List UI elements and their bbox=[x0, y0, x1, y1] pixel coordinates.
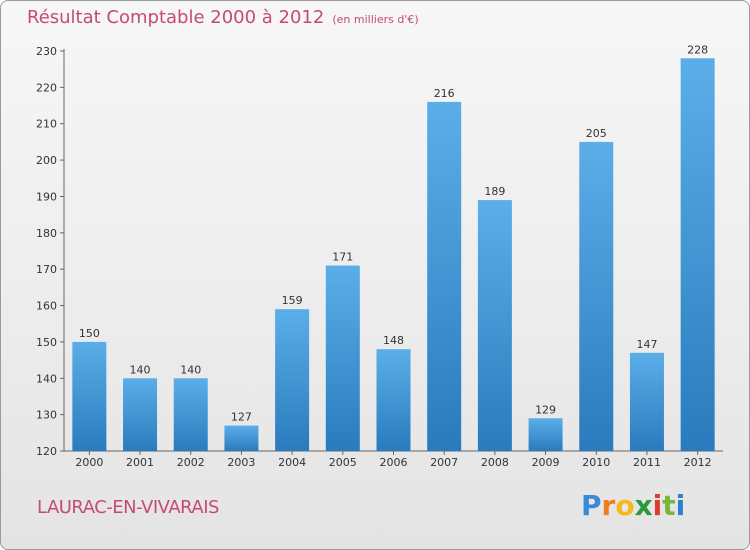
bar-2010 bbox=[579, 141, 614, 451]
x-tick-label: 2001 bbox=[126, 456, 154, 469]
bar-2008 bbox=[477, 200, 512, 451]
data-label: 127 bbox=[231, 411, 252, 424]
x-tick-label: 2002 bbox=[177, 456, 205, 469]
bar-chart: 120 130 140 150 160 170 180 190 200 210 220 230 200… bbox=[36, 43, 723, 469]
x-tick-label: 2000 bbox=[75, 456, 103, 469]
bar-2001 bbox=[123, 378, 158, 451]
data-label: 216 bbox=[434, 87, 455, 100]
x-tick-label: 2011 bbox=[633, 456, 661, 469]
proxiti-logo[interactable]: Proxiti bbox=[581, 489, 686, 522]
y-tick-label: 180 bbox=[36, 227, 57, 240]
y-tick-label: 150 bbox=[36, 336, 57, 349]
y-tick-label: 220 bbox=[36, 81, 57, 94]
data-label: 171 bbox=[332, 251, 353, 264]
y-tick-label: 160 bbox=[36, 300, 57, 313]
bar-2012 bbox=[680, 58, 715, 451]
chart-subtitle: (en milliers d'€) bbox=[332, 13, 419, 26]
data-label: 140 bbox=[130, 363, 151, 376]
x-tick-label: 2010 bbox=[582, 456, 610, 469]
x-tick-label: 2012 bbox=[684, 456, 712, 469]
x-tick-label: 2007 bbox=[430, 456, 458, 469]
y-tick-label: 130 bbox=[36, 409, 57, 422]
bar-2006 bbox=[376, 349, 411, 451]
bar-2003 bbox=[224, 425, 259, 451]
title-text: Résultat Comptable 2000 à 2012 bbox=[27, 7, 325, 28]
bar-2009 bbox=[528, 418, 563, 451]
bar-2002 bbox=[173, 378, 208, 451]
y-tick-label: 190 bbox=[36, 190, 57, 203]
data-label: 148 bbox=[383, 334, 404, 347]
data-label: 159 bbox=[282, 294, 303, 307]
data-label: 147 bbox=[636, 338, 657, 351]
bar-2007 bbox=[427, 101, 462, 451]
x-tick-label: 2008 bbox=[481, 456, 509, 469]
data-label: 129 bbox=[535, 403, 556, 416]
data-label: 140 bbox=[180, 363, 201, 376]
x-tick-label: 2004 bbox=[278, 456, 306, 469]
y-tick-label: 140 bbox=[36, 372, 57, 385]
y-tick-label: 200 bbox=[36, 154, 57, 167]
x-tick-label: 2005 bbox=[329, 456, 357, 469]
data-label: 189 bbox=[484, 185, 505, 198]
bar-2005 bbox=[325, 265, 360, 451]
data-label: 205 bbox=[586, 127, 607, 140]
data-label: 228 bbox=[687, 43, 708, 56]
y-tick-label: 170 bbox=[36, 263, 57, 276]
data-label: 150 bbox=[79, 327, 100, 340]
y-tick-label: 120 bbox=[36, 445, 57, 458]
bar-2000 bbox=[72, 341, 107, 451]
x-tick-label: 2009 bbox=[532, 456, 560, 469]
chart-title: Résultat Comptable 2000 à 2012 (en millie… bbox=[27, 7, 419, 28]
y-tick-label: 210 bbox=[36, 118, 57, 131]
bar-2011 bbox=[629, 352, 664, 451]
x-tick-label: 2003 bbox=[227, 456, 255, 469]
x-tick-label: 2006 bbox=[380, 456, 408, 469]
y-tick-label: 230 bbox=[36, 45, 57, 58]
commune-name: LAURAC-EN-VIVARAIS bbox=[37, 497, 219, 518]
bar-2004 bbox=[275, 309, 310, 451]
